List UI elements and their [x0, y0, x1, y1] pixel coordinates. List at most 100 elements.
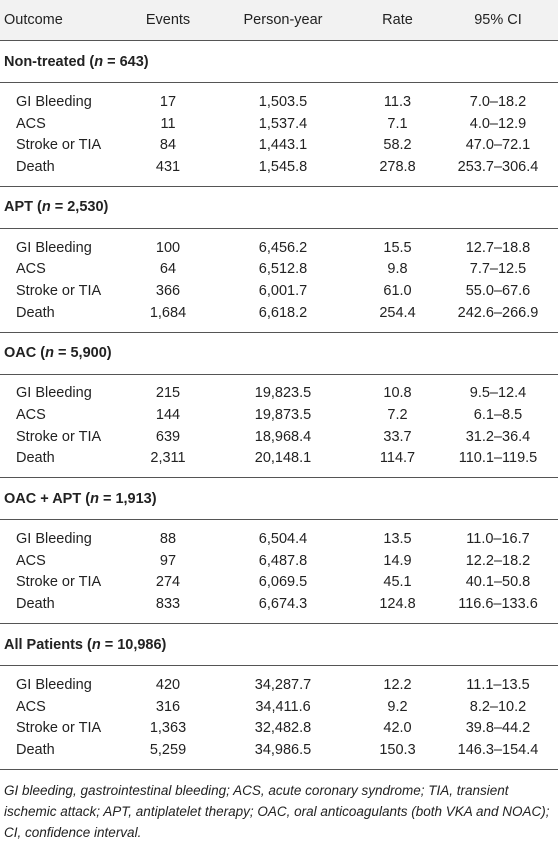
events-cell: 833: [155, 596, 181, 613]
table-row: Stroke or TIA 84 1,443.1 58.2 47.0–72.1: [0, 134, 558, 156]
events-cell: 84: [159, 137, 177, 154]
ci-cell: 6.1–8.5: [473, 407, 523, 424]
header-rate: Rate: [357, 0, 438, 41]
outcome-cell: ACS: [16, 407, 46, 424]
events-cell: 88: [159, 531, 177, 548]
header-outcome: Outcome: [0, 0, 127, 41]
group-n-value: = 2,530): [50, 199, 109, 216]
rate-cell: 7.2: [387, 407, 408, 424]
group-n-value: = 1,913): [98, 490, 157, 507]
group-name: OAC + APT: [4, 490, 82, 507]
person-year-cell: 19,823.5: [254, 385, 312, 402]
outcome-cell: Stroke or TIA: [16, 574, 102, 591]
ci-cell: 47.0–72.1: [465, 137, 531, 154]
table-body: Non-treated (n = 643) GI Bleeding 17 1,503.…: [0, 40, 558, 769]
group-n-label: n: [94, 53, 104, 70]
rate-cell: 11.3: [383, 93, 412, 110]
person-year-cell: 20,148.1: [254, 450, 312, 467]
person-year-cell: 34,411.6: [255, 698, 311, 715]
group-n-value: = 643): [103, 53, 149, 70]
table-row: Stroke or TIA 366 6,001.7 61.0 55.0–67.6: [0, 280, 558, 302]
events-cell: 64: [159, 261, 177, 278]
ci-cell: 9.5–12.4: [469, 385, 527, 402]
group-n-label: n: [91, 636, 101, 653]
person-year-cell: 32,482.8: [254, 720, 312, 737]
ci-cell: 11.1–13.5: [466, 676, 530, 693]
outcome-cell: Death: [16, 450, 55, 467]
events-cell: 431: [155, 158, 181, 175]
outcome-cell: Stroke or TIA: [16, 428, 102, 445]
group-header-row: OAC + APT (n = 1,913): [0, 477, 558, 521]
events-cell: 274: [155, 574, 181, 591]
group-n-label: n: [45, 345, 54, 361]
table-row: ACS 64 6,512.8 9.8 7.7–12.5: [0, 258, 558, 280]
outcome-cell: GI Bleeding: [16, 676, 92, 693]
events-cell: 144: [155, 407, 181, 424]
outcome-cell: Death: [16, 158, 55, 175]
outcome-cell: GI Bleeding: [16, 385, 92, 402]
events-cell: 420: [155, 676, 181, 693]
table-row: ACS 144 19,873.5 7.2 6.1–8.5: [0, 404, 558, 426]
table-row: Stroke or TIA 1,363 32,482.8 42.0 39.8–44.2: [0, 717, 558, 739]
person-year-cell: 34,287.7: [254, 676, 312, 693]
events-cell: 366: [155, 282, 181, 299]
outcome-cell: ACS: [16, 552, 46, 569]
table-row: Death 431 1,545.8 278.8 253.7–306.4: [0, 156, 558, 178]
outcome-cell: Death: [16, 741, 55, 758]
outcome-cell: ACS: [16, 698, 46, 715]
header-ci: 95% CI: [438, 0, 558, 41]
person-year-cell: 18,968.4: [254, 428, 312, 445]
person-year-cell: 1,545.8: [258, 158, 308, 175]
header-person-year: Person-year: [209, 0, 357, 41]
rate-cell: 124.8: [379, 596, 416, 613]
group-n-value: = 10,986): [100, 636, 167, 653]
group-header-row: OAC (n = 5,900): [0, 331, 558, 375]
ci-cell: 253.7–306.4: [457, 158, 539, 175]
group-n-label: n: [90, 490, 99, 507]
events-cell: 2,311: [150, 450, 186, 467]
rate-cell: 254.4: [379, 304, 416, 321]
rate-cell: 10.8: [383, 385, 412, 402]
table-row: ACS 316 34,411.6 9.2 8.2–10.2: [0, 696, 558, 718]
group-title: Non-treated (n = 643): [0, 40, 558, 83]
ci-cell: 116.6–133.6: [458, 596, 538, 613]
rate-cell: 15.5: [383, 239, 412, 256]
ci-cell: 12.7–18.8: [465, 239, 531, 256]
group-title: APT (n = 2,530): [0, 185, 558, 229]
person-year-cell: 6,674.3: [258, 596, 308, 613]
rate-cell: 12.2: [383, 676, 412, 693]
events-cell: 17: [159, 93, 177, 110]
events-cell: 97: [159, 552, 177, 569]
person-year-cell: 6,618.2: [258, 304, 308, 321]
group-header-row: APT (n = 2,530): [0, 185, 558, 229]
ci-cell: 110.1–119.5: [458, 450, 538, 467]
table-row: ACS 11 1,537.4 7.1 4.0–12.9: [0, 113, 558, 135]
rate-cell: 114.7: [379, 450, 416, 467]
person-year-cell: 6,487.8: [258, 552, 308, 569]
outcome-cell: Stroke or TIA: [16, 282, 102, 299]
group-header-row: All Patients (n = 10,986): [0, 623, 558, 666]
rate-cell: 61.0: [383, 282, 412, 299]
table-row: Death 5,259 34,986.5 150.3 146.3–154.4: [0, 739, 558, 761]
ci-cell: 8.2–10.2: [469, 698, 527, 715]
ci-cell: 7.0–18.2: [469, 93, 527, 110]
table-row: Death 2,311 20,148.1 114.7 110.1–119.5: [0, 448, 558, 470]
outcome-rates-table: Outcome Events Person-year Rate 95% CI N…: [0, 0, 558, 769]
group-name: OAC: [4, 345, 37, 361]
person-year-cell: 1,503.5: [258, 93, 308, 110]
ci-cell: 4.0–12.9: [469, 115, 527, 132]
table-row: GI Bleeding 88 6,504.4 13.5 11.0–16.7: [0, 528, 558, 550]
person-year-cell: 6,512.8: [258, 261, 308, 278]
table-row: GI Bleeding 420 34,287.7 12.2 11.1–13.5: [0, 674, 558, 696]
person-year-cell: 6,069.5: [258, 574, 308, 591]
events-cell: 639: [155, 428, 181, 445]
person-year-cell: 6,456.2: [258, 239, 308, 256]
rate-cell: 9.8: [387, 261, 408, 278]
group-title: OAC (n = 5,900): [0, 331, 558, 375]
table-row: ACS 97 6,487.8 14.9 12.2–18.2: [0, 550, 558, 572]
outcome-cell: ACS: [16, 115, 46, 132]
events-cell: 100: [155, 239, 181, 256]
rate-cell: 45.1: [383, 574, 412, 591]
events-cell: 11: [160, 115, 176, 132]
rate-cell: 33.7: [383, 428, 412, 445]
